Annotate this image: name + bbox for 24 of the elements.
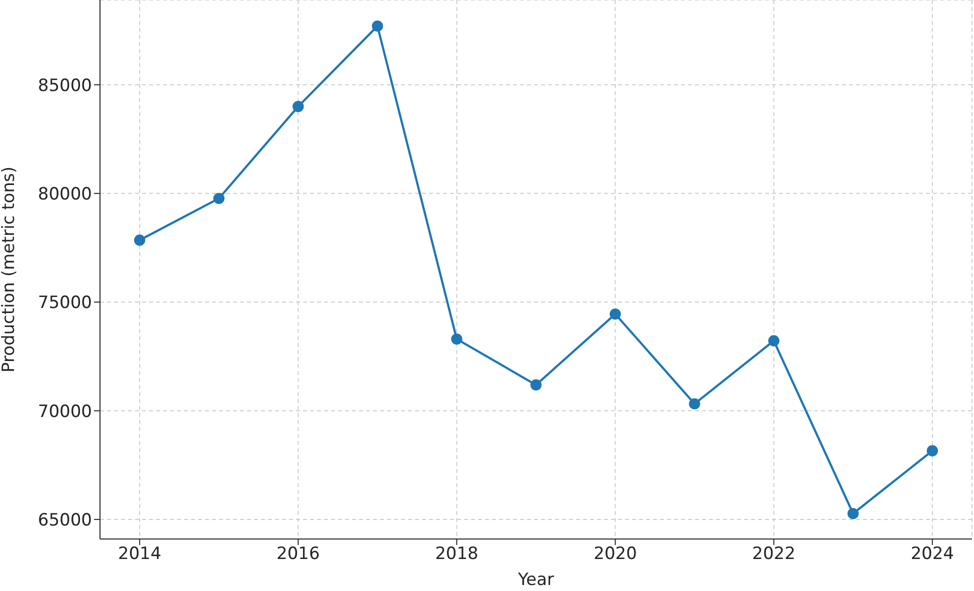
point xyxy=(688,398,700,410)
point xyxy=(847,508,859,520)
y-tick-label: 65000 xyxy=(38,510,92,530)
point xyxy=(768,335,780,346)
point xyxy=(134,234,146,246)
y-tick-label: 70000 xyxy=(38,402,92,422)
point xyxy=(372,20,384,32)
y-tick-label: 85000 xyxy=(38,76,92,96)
point xyxy=(451,333,462,345)
x-tick-label: 2018 xyxy=(435,544,478,564)
x-tick-label: 2014 xyxy=(118,544,162,564)
x-tick-label: 2022 xyxy=(752,544,796,564)
x-tick-label: 2016 xyxy=(276,544,320,564)
y-tick-label: 80000 xyxy=(38,184,92,204)
x-tick-label: 2020 xyxy=(594,544,637,564)
x-tick-label: 2024 xyxy=(910,544,954,564)
y-axis-title: Production (metric tons) xyxy=(0,166,20,372)
y-tick-label: 75000 xyxy=(38,293,92,314)
point xyxy=(213,192,225,204)
point xyxy=(292,100,304,112)
point xyxy=(530,379,542,391)
point xyxy=(610,308,621,320)
x-axis-title: Year xyxy=(517,570,554,590)
point xyxy=(926,445,938,456)
